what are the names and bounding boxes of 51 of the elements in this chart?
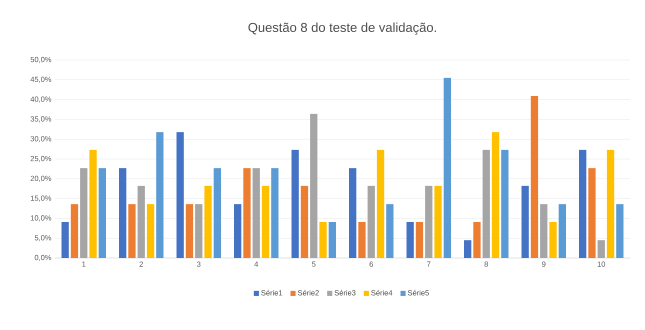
bar (195, 204, 202, 258)
bar (473, 222, 481, 258)
bar (540, 204, 548, 258)
bar (204, 186, 212, 258)
bar (271, 168, 278, 258)
bar (464, 240, 472, 258)
bar (549, 222, 557, 258)
bar (119, 168, 126, 258)
bar (358, 222, 366, 258)
bar (616, 204, 624, 258)
bar (243, 168, 251, 258)
bar (558, 204, 566, 258)
bar (176, 132, 184, 258)
chart-title: Questão 8 do teste de validação. (248, 22, 436, 35)
bar (89, 150, 97, 258)
bar (606, 150, 614, 258)
bar (368, 186, 375, 258)
bar (62, 222, 69, 258)
bar (492, 132, 500, 258)
bar (376, 150, 384, 258)
bar (482, 150, 490, 258)
bar (444, 78, 451, 258)
bar (319, 222, 327, 258)
bar (598, 240, 605, 258)
bar (416, 222, 424, 258)
bar (128, 204, 136, 258)
bar (310, 114, 318, 258)
bar (425, 186, 432, 258)
bar (386, 204, 394, 258)
bar (292, 150, 299, 258)
bar (80, 168, 88, 258)
bar (522, 186, 529, 258)
bar (252, 168, 260, 258)
bar (300, 186, 308, 258)
bar (234, 204, 242, 258)
bar (588, 168, 596, 258)
bar (146, 204, 154, 258)
bar (98, 168, 106, 258)
bar (214, 168, 221, 258)
bar (349, 168, 356, 258)
bar (579, 150, 586, 258)
bar (328, 222, 336, 258)
bar (156, 132, 164, 258)
bar (501, 150, 508, 258)
bar (138, 186, 145, 258)
bar (530, 96, 538, 258)
bar (262, 186, 270, 258)
bar (406, 222, 414, 258)
bar (434, 186, 442, 258)
bar (70, 204, 78, 258)
bar (186, 204, 194, 258)
